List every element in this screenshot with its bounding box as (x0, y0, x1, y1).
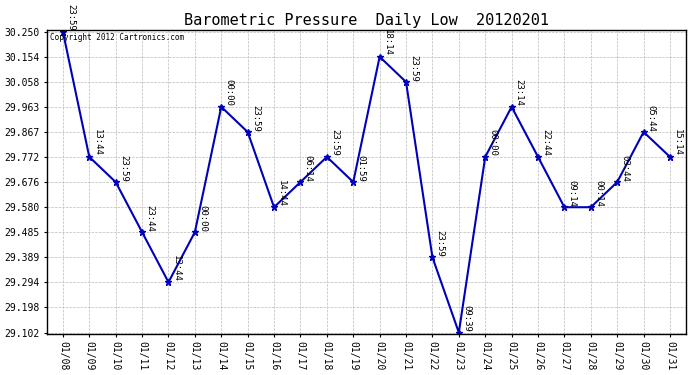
Text: 23:59: 23:59 (251, 105, 260, 132)
Text: 05:44: 05:44 (647, 105, 656, 132)
Text: 23:14: 23:14 (515, 80, 524, 106)
Text: 23:44: 23:44 (146, 205, 155, 232)
Text: 14:44: 14:44 (277, 180, 286, 207)
Text: 15:14: 15:14 (673, 129, 682, 156)
Text: 23:59: 23:59 (330, 129, 339, 156)
Title: Barometric Pressure  Daily Low  20120201: Barometric Pressure Daily Low 20120201 (184, 13, 549, 28)
Text: 00:00: 00:00 (224, 80, 233, 106)
Text: 22:44: 22:44 (541, 129, 550, 156)
Text: 23:59: 23:59 (119, 154, 128, 182)
Text: 00:14: 00:14 (594, 180, 603, 207)
Text: 13:44: 13:44 (172, 255, 181, 282)
Text: 01:59: 01:59 (357, 154, 366, 182)
Text: 23:59: 23:59 (66, 4, 75, 31)
Text: 18:14: 18:14 (383, 29, 392, 56)
Text: 23:59: 23:59 (435, 230, 444, 257)
Text: 03:44: 03:44 (620, 154, 629, 182)
Text: 23:59: 23:59 (409, 54, 418, 81)
Text: 13:44: 13:44 (92, 129, 101, 156)
Text: Copyright 2012 Cartronics.com: Copyright 2012 Cartronics.com (50, 33, 184, 42)
Text: 09:39: 09:39 (462, 305, 471, 332)
Text: 00:00: 00:00 (198, 205, 207, 232)
Text: 06:14: 06:14 (304, 154, 313, 182)
Text: 09:14: 09:14 (568, 180, 577, 207)
Text: 00:00: 00:00 (489, 129, 497, 156)
